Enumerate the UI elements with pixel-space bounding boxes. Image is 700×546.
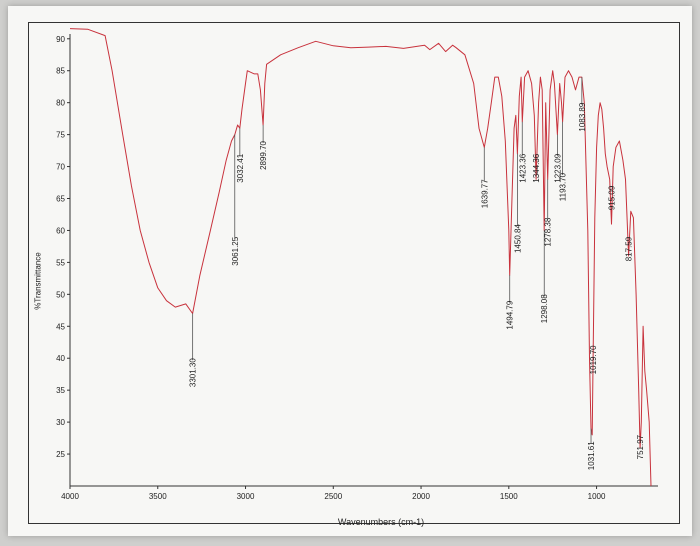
y-tick-label: 50 [56, 290, 65, 299]
y-tick-label: 75 [56, 131, 65, 140]
peak-label: 1450.84 [513, 224, 522, 253]
peak-label: 3301.30 [189, 358, 198, 387]
y-tick-label: 65 [56, 195, 65, 204]
y-tick-label: 40 [56, 354, 65, 363]
y-tick-label: 35 [56, 386, 65, 395]
y-tick-label: 70 [56, 163, 65, 172]
x-tick-label: 3000 [237, 492, 255, 501]
peak-label: 1494.79 [506, 300, 515, 329]
y-tick-label: 45 [56, 322, 65, 331]
peak-label: 751.97 [636, 434, 645, 459]
spectrum-line-0 [69, 28, 652, 487]
peak-label: 1223.09 [553, 153, 562, 182]
spectrum-page: 25 30 35 40 45 50 55 60 65 70 75 80 85 90 4000 3500 3000… [8, 6, 692, 536]
peak-label: 2899.70 [259, 140, 268, 169]
ir-spectrum-chart: 25 30 35 40 45 50 55 60 65 70 75 80 85 90 4000 3500 3000… [56, 28, 658, 501]
y-tick-label: 30 [56, 418, 65, 427]
peak-label: 1031.61 [587, 441, 596, 470]
y-axis-label: %Transmittance [33, 252, 43, 310]
peak-label: 1083.89 [578, 102, 587, 131]
peak-label: 1193.70 [559, 172, 568, 201]
x-tick-label: 3500 [149, 492, 167, 501]
y-tick-label: 25 [56, 450, 65, 459]
x-tick-label: 1500 [500, 492, 518, 501]
peak-label: 1639.77 [480, 179, 489, 208]
plot-frame [28, 22, 680, 524]
x-tick-label: 4000 [61, 492, 79, 501]
peak-label: 1298.08 [540, 294, 549, 323]
y-tick-label: 55 [56, 258, 65, 267]
y-tick-label: 85 [56, 67, 65, 76]
x-tick-label: 2500 [324, 492, 342, 501]
y-tick-label: 60 [56, 226, 65, 235]
peak-label: 1344.36 [532, 153, 541, 182]
peak-label: 3032.41 [236, 153, 245, 182]
x-tick-label: 1000 [588, 492, 606, 501]
peak-label: 1423.36 [518, 153, 527, 182]
peak-label: 3061.25 [231, 236, 240, 265]
peak-label: 817.59 [625, 236, 634, 261]
peak-label: 1278.38 [544, 217, 553, 246]
x-axis-label: Wavenumbers (cm-1) [337, 517, 425, 527]
x-tick-label: 2000 [412, 492, 430, 501]
peak-label: 915.09 [608, 185, 617, 210]
peak-label: 1019.70 [589, 345, 598, 374]
y-tick-label: 80 [56, 99, 65, 108]
y-tick-label: 90 [56, 35, 65, 44]
